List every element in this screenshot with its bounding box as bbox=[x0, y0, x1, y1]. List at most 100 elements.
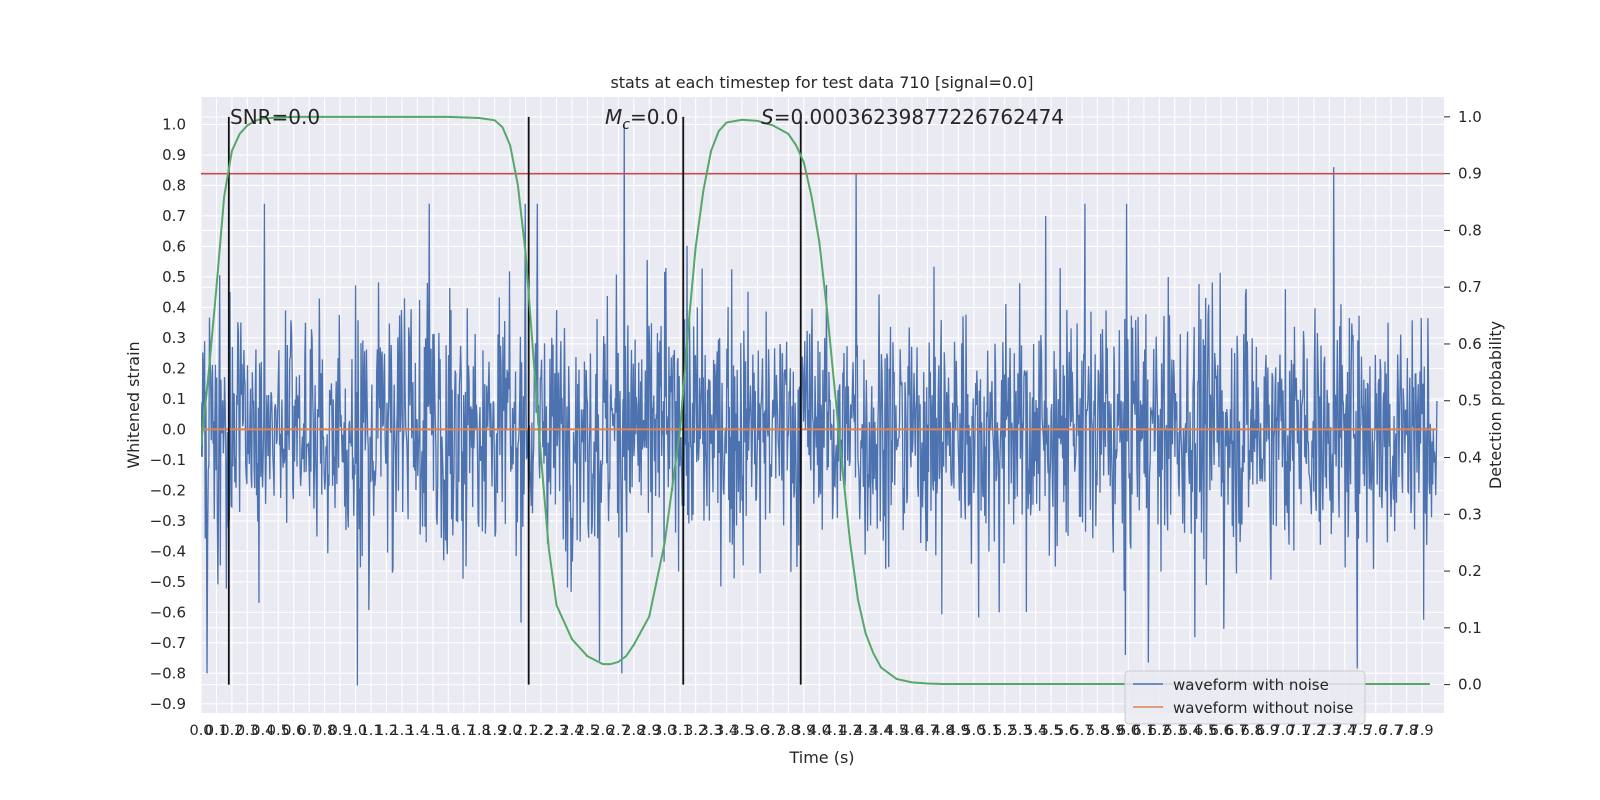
x-tick-label: 0.2 bbox=[220, 723, 243, 739]
x-axis-ticks: 0.00.10.20.30.40.50.60.70.80.91.01.11.21… bbox=[189, 723, 1433, 739]
x-axis-label: Time (s) bbox=[788, 748, 854, 767]
x-tick-label: 2.6 bbox=[591, 723, 614, 739]
chirp-mass-subscript: c bbox=[622, 117, 630, 133]
x-tick-label: 5.9 bbox=[1101, 723, 1124, 739]
legend-label-clean: waveform without noise bbox=[1173, 699, 1353, 717]
x-tick-label: 1.8 bbox=[468, 723, 491, 739]
x-tick-label: 3.4 bbox=[715, 723, 738, 739]
x-tick-label: 3.3 bbox=[700, 723, 723, 739]
left-tick-label: 0.5 bbox=[162, 268, 186, 286]
x-tick-label: 5.2 bbox=[993, 723, 1016, 739]
left-tick-label: −0.1 bbox=[150, 451, 186, 469]
x-tick-label: 6.5 bbox=[1194, 723, 1217, 739]
left-tick-label: −0.6 bbox=[150, 603, 186, 621]
waveform-with-noise-line bbox=[201, 124, 1438, 686]
x-tick-label: 6.4 bbox=[1179, 723, 1202, 739]
left-tick-label: 1.0 bbox=[162, 115, 186, 133]
x-tick-label: 6.3 bbox=[1163, 723, 1186, 739]
x-tick-label: 2.0 bbox=[499, 723, 522, 739]
left-tick-label: 0.6 bbox=[162, 237, 186, 255]
overlay-lines bbox=[201, 115, 1444, 686]
x-tick-label: 2.1 bbox=[514, 723, 537, 739]
x-tick-label: 5.3 bbox=[1009, 723, 1032, 739]
x-tick-label: 4.1 bbox=[823, 723, 846, 739]
x-tick-label: 0.6 bbox=[282, 723, 305, 739]
left-tick-label: −0.8 bbox=[150, 664, 186, 682]
x-tick-label: 1.4 bbox=[406, 723, 429, 739]
x-tick-label: 1.5 bbox=[421, 723, 444, 739]
left-tick-label: 0.2 bbox=[162, 359, 186, 377]
right-axis-label: Detection probability bbox=[1486, 321, 1505, 489]
x-tick-label: 7.9 bbox=[1411, 723, 1434, 739]
x-tick-label: 0.7 bbox=[298, 723, 321, 739]
x-tick-label: 5.8 bbox=[1086, 723, 1109, 739]
left-tick-label: −0.5 bbox=[150, 573, 186, 591]
x-tick-label: 3.9 bbox=[792, 723, 815, 739]
right-tick-label: 0.1 bbox=[1458, 619, 1482, 637]
snr-annotation: SNR=0.0 bbox=[230, 105, 320, 129]
x-tick-label: 5.1 bbox=[978, 723, 1001, 739]
x-tick-label: 2.2 bbox=[530, 723, 553, 739]
chirp-mass-value: =0.0 bbox=[630, 105, 679, 129]
x-tick-label: 0.5 bbox=[267, 723, 290, 739]
left-tick-label: −0.3 bbox=[150, 512, 186, 530]
x-tick-label: 0.3 bbox=[236, 723, 259, 739]
x-tick-label: 1.2 bbox=[375, 723, 398, 739]
detection-probability-line bbox=[201, 115, 1430, 686]
s-value: =0.000362398772267624​74 bbox=[774, 105, 1064, 129]
chirp-mass-annotation: Mc=0.0 bbox=[605, 105, 679, 133]
x-tick-label: 4.9 bbox=[947, 723, 970, 739]
x-tick-label: 4.5 bbox=[885, 723, 908, 739]
x-tick-label: 1.1 bbox=[359, 723, 382, 739]
x-tick-label: 0.8 bbox=[313, 723, 336, 739]
legend-label-noise: waveform with noise bbox=[1173, 676, 1329, 694]
x-tick-label: 7.1 bbox=[1287, 723, 1310, 739]
s-annotation: S=0.000362398772267624​74 bbox=[761, 105, 1064, 129]
x-tick-label: 3.5 bbox=[730, 723, 753, 739]
x-tick-label: 7.4 bbox=[1333, 723, 1356, 739]
x-tick-label: 4.0 bbox=[808, 723, 831, 739]
x-tick-label: 4.8 bbox=[931, 723, 954, 739]
chirp-mass-symbol: M bbox=[605, 105, 622, 129]
x-tick-label: 2.5 bbox=[576, 723, 599, 739]
x-tick-label: 1.9 bbox=[483, 723, 506, 739]
left-axis-label: Whitened strain bbox=[124, 341, 143, 468]
x-tick-label: 5.5 bbox=[1040, 723, 1063, 739]
left-tick-label: 0.4 bbox=[162, 298, 186, 316]
x-tick-label: 6.0 bbox=[1117, 723, 1140, 739]
x-tick-label: 5.6 bbox=[1055, 723, 1078, 739]
right-tick-label: 0.2 bbox=[1458, 562, 1482, 580]
x-tick-label: 3.8 bbox=[777, 723, 800, 739]
legend-box bbox=[1124, 670, 1366, 725]
x-tick-label: 3.6 bbox=[746, 723, 769, 739]
x-tick-label: 3.0 bbox=[653, 723, 676, 739]
x-tick-label: 7.2 bbox=[1302, 723, 1325, 739]
left-tick-label: 0.8 bbox=[162, 176, 186, 194]
x-tick-label: 0.9 bbox=[329, 723, 352, 739]
right-tick-label: 0.9 bbox=[1458, 165, 1482, 183]
x-tick-label: 2.9 bbox=[638, 723, 661, 739]
x-tick-label: 3.7 bbox=[761, 723, 784, 739]
x-tick-label: 1.3 bbox=[390, 723, 413, 739]
x-tick-label: 0.0 bbox=[189, 723, 212, 739]
x-tick-label: 4.6 bbox=[900, 723, 923, 739]
x-tick-label: 6.9 bbox=[1256, 723, 1279, 739]
x-tick-label: 1.0 bbox=[344, 723, 367, 739]
x-tick-label: 7.6 bbox=[1364, 723, 1387, 739]
right-tick-label: 0.7 bbox=[1458, 278, 1482, 296]
x-tick-label: 2.3 bbox=[545, 723, 568, 739]
right-tick-label: 0.6 bbox=[1458, 335, 1482, 353]
left-tick-label: 0.9 bbox=[162, 146, 186, 164]
left-axis-ticks: 1.0 0.9 0.8 0.7 0.6 0.5 0.4 0.3 0.2 0.1 0.0 −0.1 −0.… bbox=[150, 115, 186, 712]
x-tick-label: 6.1 bbox=[1132, 723, 1155, 739]
x-tick-label: 1.6 bbox=[437, 723, 460, 739]
right-tick-label: 0.4 bbox=[1458, 449, 1482, 467]
x-tick-label: 7.7 bbox=[1380, 723, 1403, 739]
x-tick-label: 7.3 bbox=[1318, 723, 1341, 739]
x-tick-label: 6.7 bbox=[1225, 723, 1248, 739]
x-tick-label: 6.8 bbox=[1241, 723, 1264, 739]
left-tick-label: −0.4 bbox=[150, 542, 186, 560]
x-tick-label: 4.4 bbox=[870, 723, 893, 739]
left-tick-label: 0.0 bbox=[162, 420, 186, 438]
